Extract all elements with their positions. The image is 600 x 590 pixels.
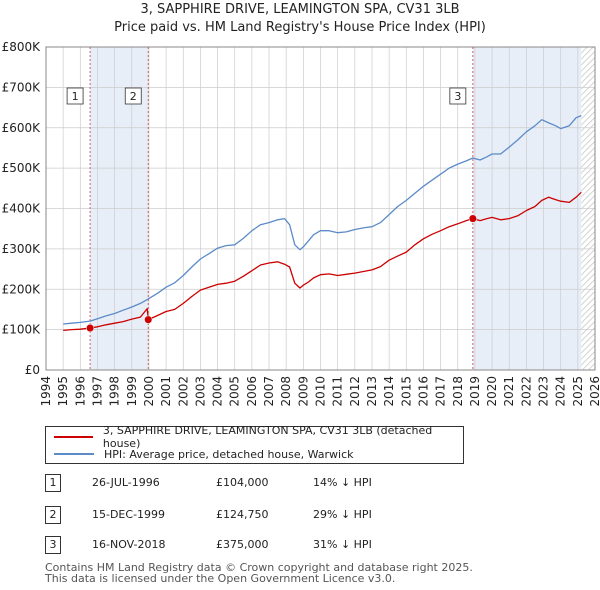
x-tick-label: 2000 bbox=[142, 376, 156, 407]
x-tick-label: 2023 bbox=[537, 376, 551, 407]
x-tick-label: 2026 bbox=[588, 376, 600, 407]
sale-label-text: 2 bbox=[130, 90, 137, 103]
transaction-number: 1 bbox=[45, 474, 61, 492]
legend-swatch-hpi bbox=[54, 453, 94, 455]
footer-license: This data is licensed under the Open Gov… bbox=[45, 572, 396, 585]
x-tick-label: 2003 bbox=[193, 376, 207, 407]
y-tick-label: £800K bbox=[2, 40, 42, 54]
y-tick-label: £0 bbox=[25, 363, 40, 377]
y-tick-label: £400K bbox=[2, 202, 42, 216]
hatch-line bbox=[581, 302, 596, 318]
sale-point bbox=[86, 323, 95, 333]
x-tick-label: 1997 bbox=[90, 376, 104, 407]
legend-swatch-property bbox=[54, 436, 93, 438]
x-tick-label: 1996 bbox=[73, 376, 87, 407]
transaction-date: 26-JUL-1996 bbox=[92, 476, 160, 489]
y-tick-label: £300K bbox=[2, 242, 42, 256]
transaction-price: £375,000 bbox=[216, 538, 269, 551]
x-tick-label: 2014 bbox=[382, 376, 396, 407]
x-tick-label: 2018 bbox=[451, 376, 465, 407]
y-tick-label: £200K bbox=[2, 282, 42, 296]
x-tick-label: 1994 bbox=[39, 376, 53, 407]
chart-subtitle: Price paid vs. HM Land Registry's House … bbox=[114, 20, 486, 35]
x-tick-label: 2024 bbox=[554, 376, 568, 407]
hatch-line bbox=[581, 308, 596, 324]
footer-copyright: Contains HM Land Registry data © Crown c… bbox=[45, 561, 473, 574]
sale-point bbox=[468, 214, 477, 223]
hatch-line bbox=[581, 314, 596, 330]
transaction-hpi-diff: 31% ↓ HPI bbox=[313, 538, 372, 551]
x-tick-label: 2011 bbox=[331, 376, 345, 407]
transaction-date: 16-NOV-2018 bbox=[92, 538, 166, 551]
y-tick-label: £100K bbox=[2, 323, 42, 337]
sale-label-box bbox=[66, 87, 84, 105]
hatch-line bbox=[581, 92, 596, 108]
transaction-price: £124,750 bbox=[216, 508, 269, 521]
y-tick-label: £700K bbox=[2, 80, 42, 94]
x-tick-label: 2019 bbox=[468, 376, 482, 407]
hatch-line bbox=[581, 86, 596, 102]
x-tick-label: 1998 bbox=[108, 376, 122, 407]
transaction-number: 3 bbox=[45, 536, 61, 554]
legend-item-hpi: HPI: Average price, detached house, Warw… bbox=[54, 446, 354, 462]
sale-label-box bbox=[124, 87, 142, 105]
x-tick-label: 2002 bbox=[176, 376, 190, 407]
sale-label-box bbox=[449, 87, 467, 105]
x-tick-label: 2015 bbox=[399, 376, 413, 407]
transaction-hpi-diff: 14% ↓ HPI bbox=[313, 476, 372, 489]
x-tick-label: 2020 bbox=[485, 376, 499, 407]
hpi-line bbox=[63, 114, 582, 325]
legend-item-property: 3, SAPPHIRE DRIVE, LEAMINGTON SPA, CV31 … bbox=[54, 424, 463, 450]
chart: 1 2 3 £0 £100K £200K £300K £400K £500K £600K £700… bbox=[2, 40, 600, 407]
legend-label-hpi: HPI: Average price, detached house, Warw… bbox=[104, 447, 354, 461]
x-tick-label: 2007 bbox=[262, 376, 276, 407]
x-tick-label: 2016 bbox=[416, 376, 430, 407]
x-tick-label: 2004 bbox=[211, 376, 225, 407]
x-tick-label: 2001 bbox=[159, 376, 173, 407]
x-tick-label: 2022 bbox=[519, 376, 533, 407]
legend-label-property: 3, SAPPHIRE DRIVE, LEAMINGTON SPA, CV31 … bbox=[102, 424, 433, 450]
sale-point bbox=[144, 315, 153, 324]
transaction-hpi-diff: 29% ↓ HPI bbox=[313, 508, 372, 521]
x-tick-label: 2021 bbox=[502, 376, 516, 407]
x-tick-label: 2009 bbox=[296, 376, 310, 407]
x-tick-label: 2013 bbox=[365, 376, 379, 407]
y-tick-label: £600K bbox=[2, 121, 42, 135]
x-tick-label: 2005 bbox=[228, 376, 242, 407]
x-tick-label: 2025 bbox=[571, 376, 585, 407]
x-tick-label: 1999 bbox=[125, 376, 139, 407]
x-tick-label: 2008 bbox=[279, 376, 293, 407]
x-tick-label: 2006 bbox=[245, 376, 259, 407]
hatch-line bbox=[581, 98, 596, 114]
x-tick-label: 2012 bbox=[348, 376, 362, 407]
legend: 3, SAPPHIRE DRIVE, LEAMINGTON SPA, CV31 … bbox=[45, 424, 464, 464]
x-tick-label: 2017 bbox=[434, 376, 448, 407]
x-tick-label: 2010 bbox=[314, 376, 328, 407]
sale-label-text: 1 bbox=[72, 90, 79, 103]
chart-title: 3, SAPPHIRE DRIVE, LEAMINGTON SPA, CV31 … bbox=[140, 2, 460, 17]
plot-area-border bbox=[45, 46, 596, 371]
transaction-price: £104,000 bbox=[216, 476, 269, 489]
sale-label-text: 3 bbox=[454, 90, 461, 103]
transaction-date: 15-DEC-1999 bbox=[92, 508, 166, 521]
x-tick-label: 1995 bbox=[56, 376, 70, 407]
y-tick-label: £500K bbox=[2, 161, 42, 175]
transaction-number: 2 bbox=[45, 506, 61, 524]
